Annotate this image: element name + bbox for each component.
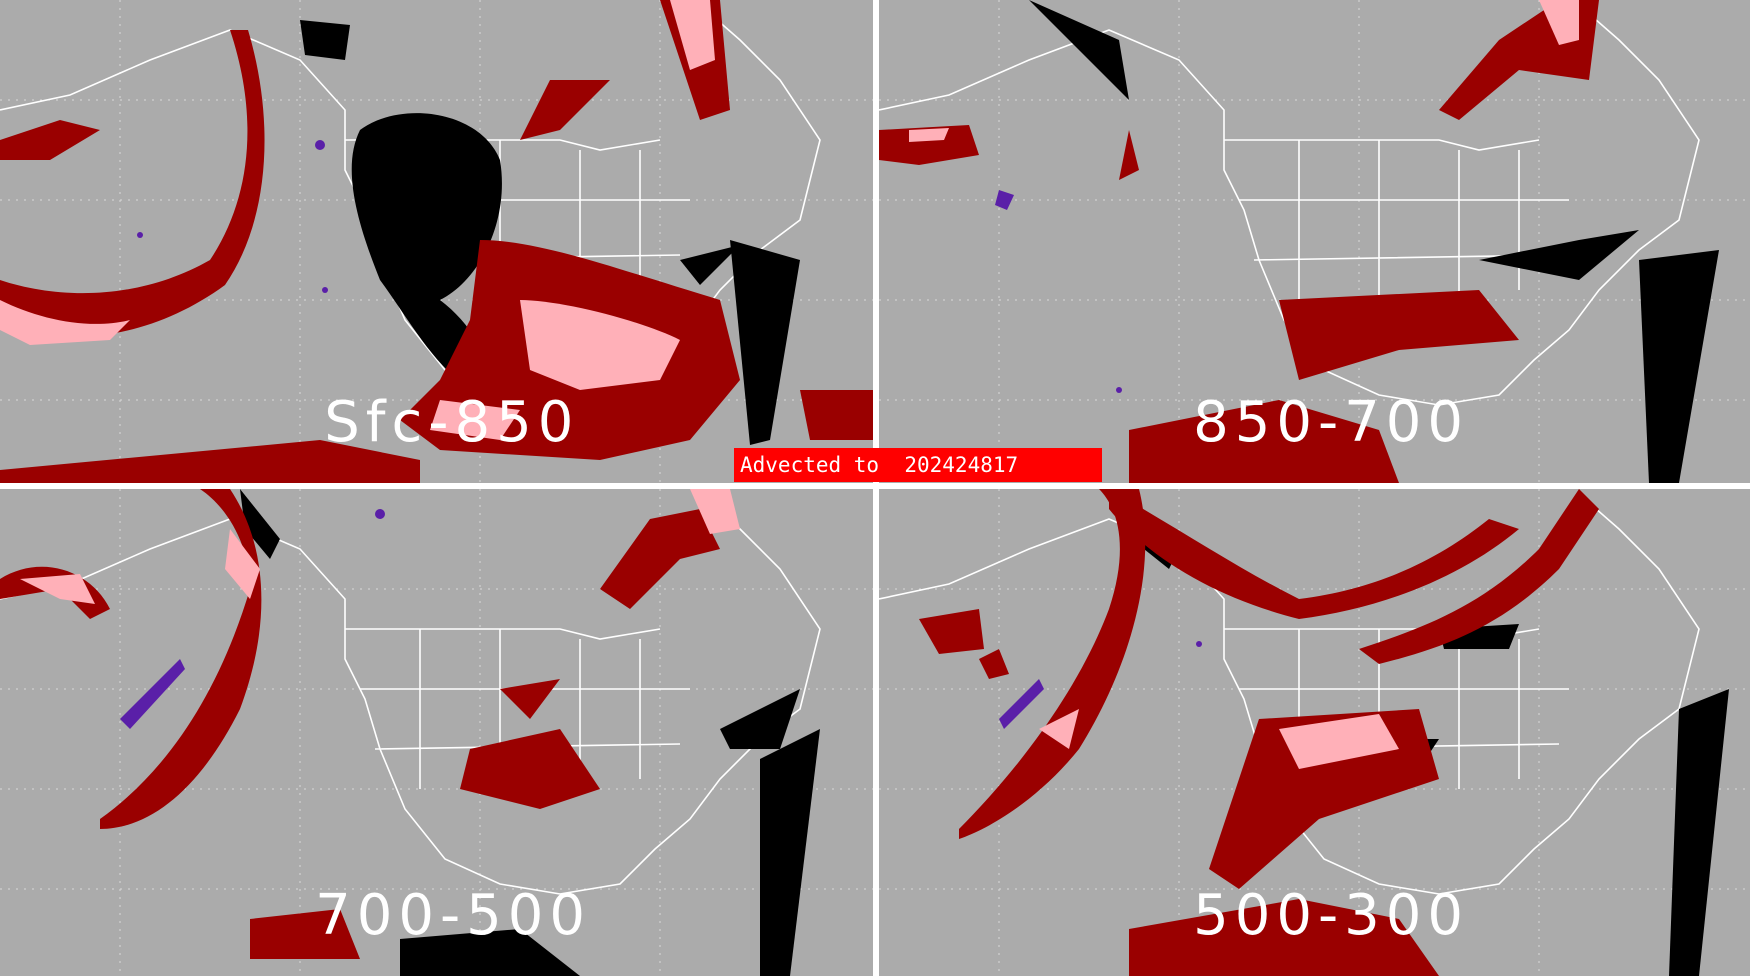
advected-pink-region xyxy=(1039,709,1399,769)
advected-purple-spots xyxy=(120,509,385,729)
advected-dark-red-region xyxy=(919,489,1599,976)
map-panel-500-300: 500-300 xyxy=(879,489,1750,976)
layer-label: Sfc-850 xyxy=(324,390,580,455)
map-sfc-850 xyxy=(0,0,873,483)
advected-purple-spots xyxy=(137,140,328,293)
graticule xyxy=(879,0,1750,483)
advected-black-region xyxy=(300,20,800,445)
advection-time-banner: Advected to 202424817 xyxy=(734,448,1102,482)
map-panel-sfc-850: Sfc-850 xyxy=(0,0,873,483)
advected-purple-spots xyxy=(999,641,1202,729)
layer-label: 850-700 xyxy=(1193,390,1470,455)
map-500-300 xyxy=(879,489,1750,976)
map-panel-850-700: 850-700 xyxy=(879,0,1750,483)
advected-pink-region xyxy=(909,0,1579,142)
advected-black-region xyxy=(240,489,820,976)
map-850-700 xyxy=(879,0,1750,483)
layer-label: 700-500 xyxy=(315,883,592,948)
advected-pink-region xyxy=(20,489,740,604)
map-700-500 xyxy=(0,489,873,976)
advected-purple-spots xyxy=(995,190,1122,393)
advected-pink-region xyxy=(0,0,715,440)
map-panel-700-500: 700-500 xyxy=(0,489,873,976)
advected-dark-red-region xyxy=(0,489,720,959)
layer-label: 500-300 xyxy=(1193,883,1470,948)
coastlines-and-borders xyxy=(879,4,1700,406)
